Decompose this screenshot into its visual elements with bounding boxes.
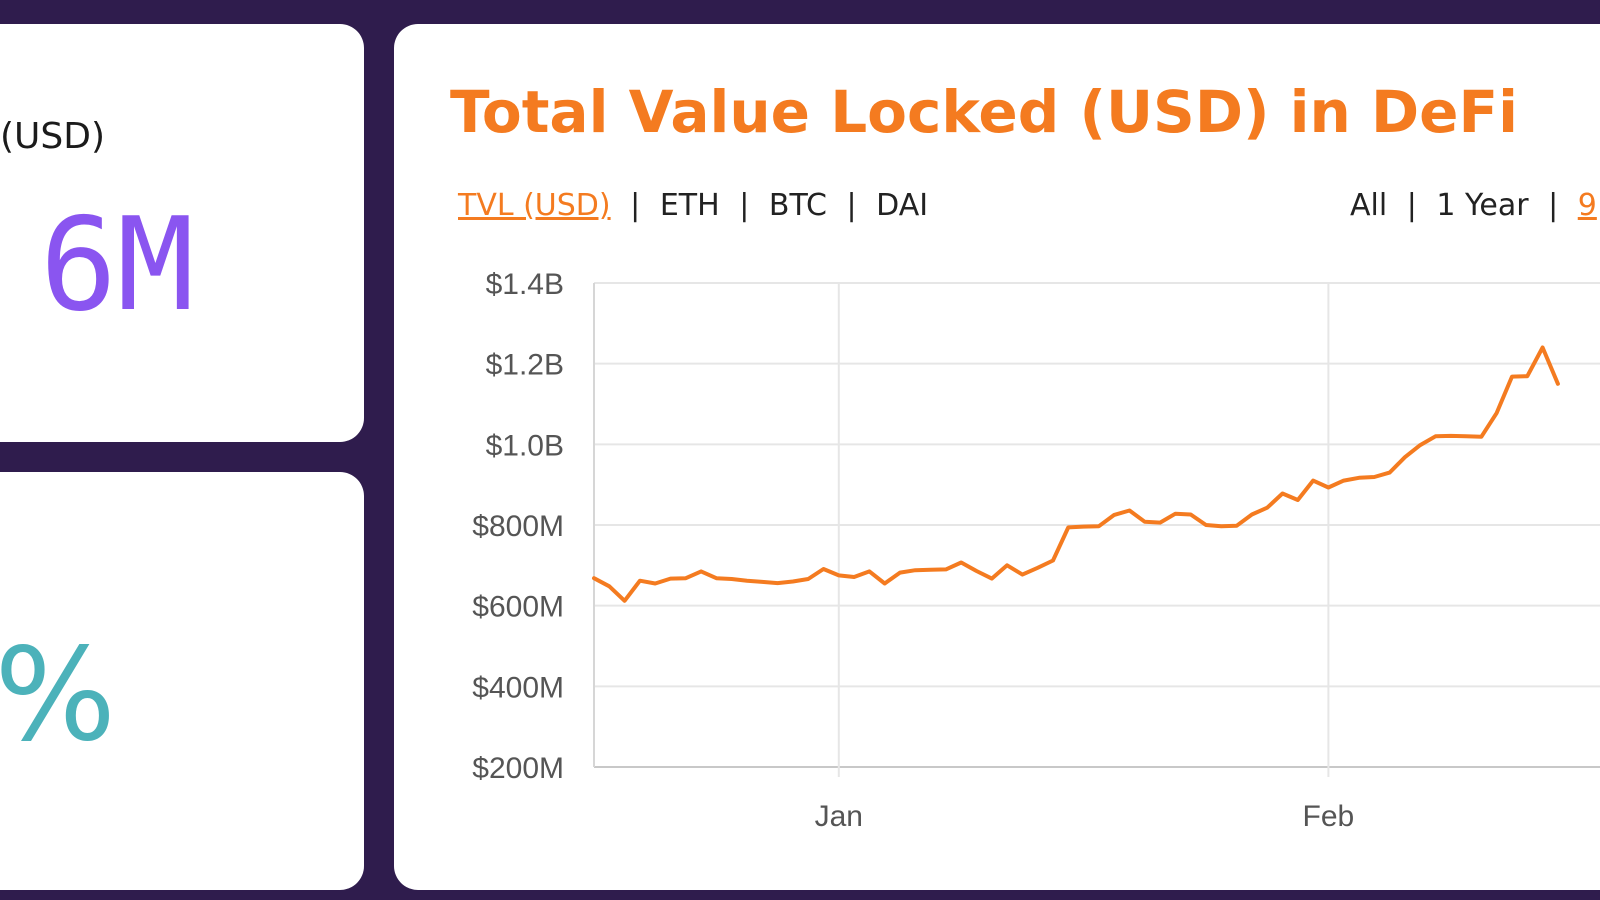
tvl-summary-card: (USD) 6M	[0, 24, 364, 442]
summary-label: (USD)	[0, 116, 106, 157]
percent-value: 4%	[0, 621, 116, 770]
y-tick-label: $600M	[472, 591, 564, 624]
tab-separator: |	[1406, 188, 1417, 223]
tab-separator: |	[739, 188, 750, 223]
tab-btc[interactable]: BTC	[768, 188, 827, 223]
y-tick-label: $400M	[472, 671, 564, 704]
y-tick-label: $200M	[472, 752, 564, 785]
summary-value: 6M	[39, 191, 194, 340]
tvl-line-chart: $1.4B $1.2B $1.0B $800M $600M $400M $200M Jan Fe…	[472, 268, 1600, 833]
tab-separator: |	[1548, 188, 1559, 223]
metric-tabs: TVL (USD) | ETH | BTC | DAI	[458, 188, 928, 223]
tab-dai[interactable]: DAI	[876, 188, 929, 223]
y-tick-label: $1.2B	[486, 349, 564, 382]
tab-separator: |	[630, 188, 641, 223]
tvl-chart-card: Total Value Locked (USD) in DeFi TVL (US…	[394, 24, 1600, 890]
percent-summary-card: 4%	[0, 472, 364, 890]
y-tick-label: $1.4B	[486, 268, 564, 301]
tab-eth[interactable]: ETH	[659, 188, 720, 223]
x-tick-label: Feb	[1303, 800, 1355, 833]
chart-title: Total Value Locked (USD) in DeFi	[450, 78, 1519, 146]
y-tick-label: $1.0B	[486, 429, 564, 462]
range-partial[interactable]: 9	[1577, 188, 1597, 223]
range-tabs: All | 1 Year | 9	[1350, 188, 1597, 223]
x-tick-label: Jan	[815, 800, 863, 833]
y-tick-label: $800M	[472, 510, 564, 543]
range-all[interactable]: All	[1350, 188, 1388, 223]
range-1-year[interactable]: 1 Year	[1436, 188, 1529, 223]
tvl-series-line	[592, 345, 1560, 603]
tab-separator: |	[846, 188, 857, 223]
tab-tvl-usd[interactable]: TVL (USD)	[458, 188, 611, 223]
